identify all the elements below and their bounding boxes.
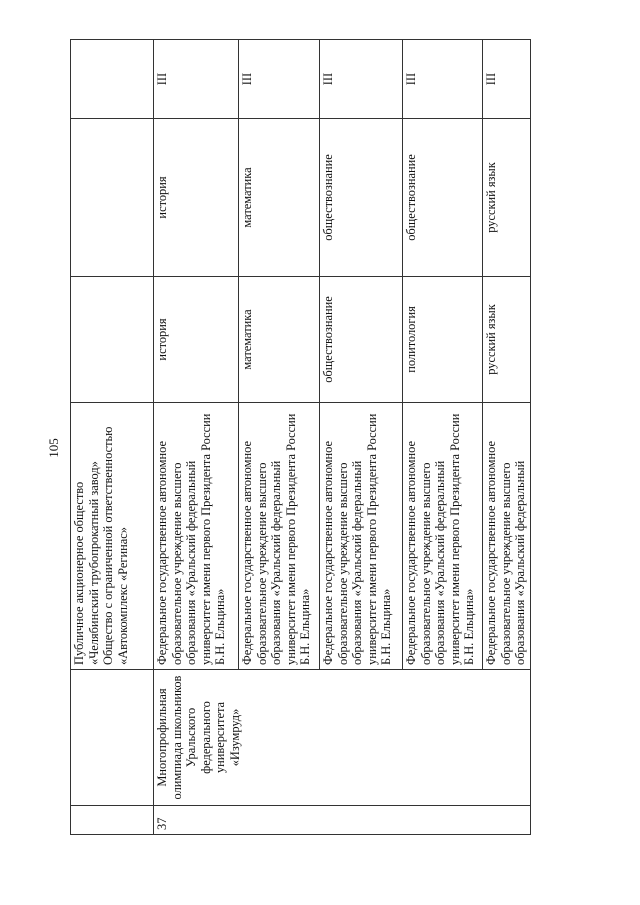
profile-cell (70, 276, 154, 403)
profile-cell: политология (402, 276, 483, 403)
number-cell: 37 (153, 805, 531, 835)
organizer-cell: Федеральное государственное автономное о… (319, 402, 403, 670)
organizer-cell: Федеральное государственное автономное о… (238, 402, 320, 670)
subject-cell: русский язык (482, 118, 531, 277)
subject-cell: история (153, 118, 239, 277)
subject-cell: обществознание (402, 118, 483, 277)
table-row-continuation: Публичное акционерное общество «Челябинс… (70, 39, 154, 835)
profile-cell: математика (238, 276, 320, 403)
level-cell: III (319, 39, 403, 119)
profile-cell: история (153, 276, 239, 403)
profile-cell: обществознание (319, 276, 403, 403)
organizer-cell: Публичное акционерное общество «Челябинс… (70, 402, 154, 670)
level-cell: III (153, 39, 239, 119)
organizer-cell: Федеральное государственное автономное о… (153, 402, 239, 670)
organizer-cell: Федеральное государственное автономное о… (482, 402, 531, 670)
page-number: 105 (46, 438, 61, 458)
table-row: 37 Многопрофильная олимпиада школьников … (153, 39, 531, 835)
level-cell: III (238, 39, 320, 119)
profile-cell: русский язык (482, 276, 531, 403)
level-cell: III (482, 39, 531, 119)
subject-cell (70, 118, 154, 277)
level-cell: III (402, 39, 483, 119)
olympiad-name-cell (70, 669, 154, 806)
level-cell (70, 39, 154, 119)
olympiad-table: Публичное акционерное общество «Челябинс… (70, 39, 531, 835)
organizer-cell: Федеральное государственное автономное о… (402, 402, 483, 670)
subject-cell: обществознание (319, 118, 403, 277)
rotated-table-container: Публичное акционерное общество «Челябинс… (70, 39, 531, 835)
olympiad-name-cell: Многопрофильная олимпиада школьников Ура… (153, 669, 531, 806)
subject-cell: математика (238, 118, 320, 277)
number-cell (70, 805, 154, 835)
